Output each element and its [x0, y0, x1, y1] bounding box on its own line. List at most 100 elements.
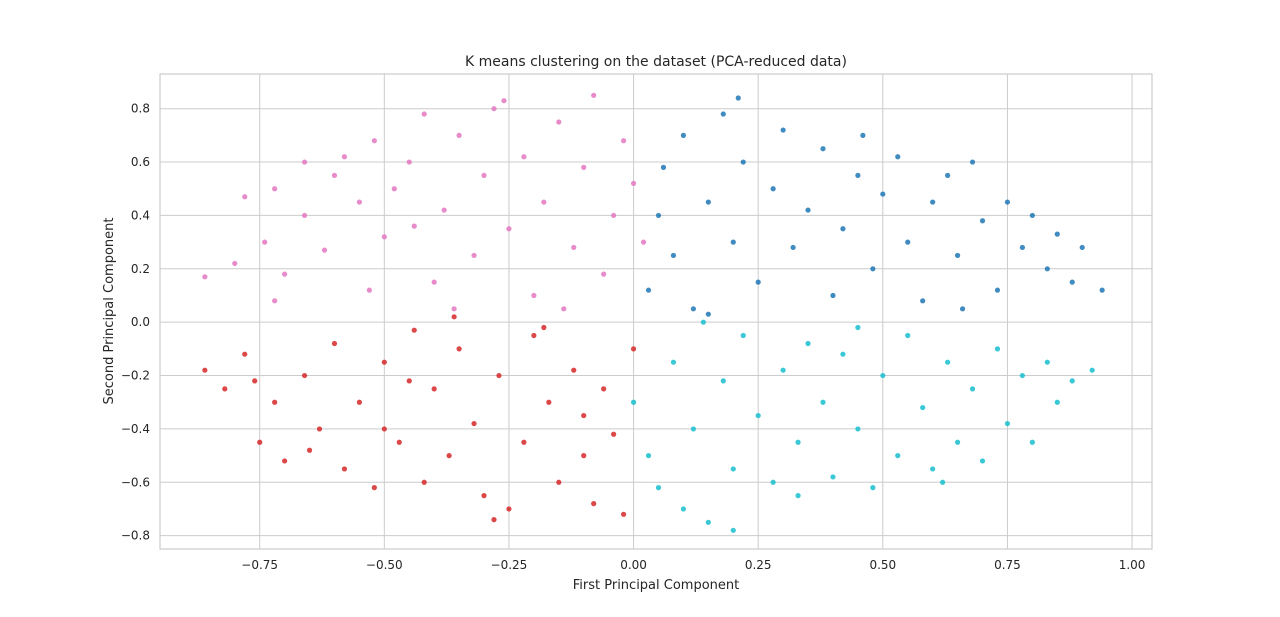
cluster-0-point [431, 279, 437, 285]
cluster-1-point [920, 298, 926, 304]
cluster-3-point [820, 399, 826, 405]
y-tick-label: −0.4 [121, 422, 150, 436]
cluster-2-point [451, 314, 457, 320]
cluster-0-point [272, 186, 278, 192]
cluster-2-point [531, 332, 537, 339]
cluster-2-point [571, 367, 577, 373]
cluster-0-point [301, 159, 308, 165]
cluster-3-point [855, 324, 861, 331]
cluster-3-point [1044, 359, 1050, 365]
cluster-0-point [232, 260, 238, 267]
cluster-1-point [905, 239, 911, 245]
cluster-1-point [1079, 244, 1085, 251]
cluster-2-point [272, 399, 278, 405]
cluster-3-point [795, 493, 801, 499]
cluster-1-point [860, 132, 866, 138]
cluster-3-point [630, 399, 637, 405]
cluster-1-point [945, 172, 951, 179]
x-tick-label: 0.50 [869, 558, 896, 572]
cluster-0-point [541, 199, 547, 205]
cluster-3-point [895, 453, 901, 459]
cluster-2-point [316, 426, 323, 432]
cluster-3-point [795, 439, 801, 445]
cluster-1-point [954, 252, 961, 259]
x-axis-title: First Principal Component [573, 578, 740, 593]
cluster-0-point [242, 194, 248, 200]
y-tick-label: −0.2 [121, 369, 150, 383]
cluster-0-point [331, 172, 338, 179]
cluster-0-point [630, 180, 637, 187]
cluster-1-point [655, 212, 662, 219]
cluster-3-point [655, 485, 662, 491]
cluster-0-point [262, 239, 268, 245]
cluster-0-point [521, 154, 527, 160]
cluster-1-point [969, 159, 976, 165]
cluster-3-point [705, 519, 711, 525]
cluster-1-point [1019, 244, 1025, 251]
cluster-3-point [1069, 378, 1075, 384]
cluster-2-point [630, 346, 637, 352]
cluster-1-point [979, 218, 986, 224]
plot-area [160, 74, 1152, 549]
cluster-2-point [381, 426, 387, 432]
cluster-0-point [456, 132, 462, 138]
cluster-0-point [391, 186, 397, 192]
cluster-3-point [1029, 439, 1035, 445]
cluster-0-point [581, 164, 587, 170]
cluster-1-point [690, 306, 696, 312]
cluster-1-point [740, 159, 746, 165]
x-tick-label: −0.75 [241, 558, 278, 572]
data-points [202, 92, 1105, 533]
cluster-2-point [421, 479, 427, 485]
cluster-1-point [1099, 287, 1105, 293]
cluster-1-point [780, 127, 786, 133]
cluster-3-point [780, 367, 786, 373]
cluster-1-point [730, 239, 736, 245]
cluster-0-point [421, 111, 427, 117]
cluster-0-point [202, 274, 208, 280]
cluster-2-point [411, 327, 417, 333]
cluster-0-point [471, 252, 477, 259]
cluster-0-point [321, 247, 328, 253]
cluster-2-point [306, 447, 313, 453]
cluster-0-point [411, 223, 417, 229]
cluster-1-point [1029, 212, 1035, 219]
cluster-1-point [705, 311, 711, 317]
cluster-2-point [301, 372, 308, 379]
cluster-3-point [680, 506, 687, 512]
x-tick-label: −0.50 [366, 558, 403, 572]
cluster-2-point [341, 466, 348, 472]
cluster-3-point [1054, 399, 1060, 405]
cluster-0-point [481, 172, 487, 179]
x-tick-label: −0.25 [491, 558, 528, 572]
x-tick-label: 0.25 [745, 558, 772, 572]
cluster-3-point [969, 386, 976, 392]
cluster-1-point [959, 306, 966, 312]
cluster-2-point [396, 439, 402, 445]
cluster-3-point [770, 479, 776, 485]
cluster-3-point [1089, 367, 1095, 373]
cluster-2-point [371, 485, 377, 491]
cluster-3-point [930, 466, 936, 472]
x-tick-label: 0.00 [620, 558, 647, 572]
cluster-2-point [556, 479, 562, 485]
cluster-3-point [855, 426, 861, 432]
y-tick-label: 0.0 [131, 315, 150, 329]
x-tick-labels: −0.75 −0.50 −0.25 0.00 0.25 0.50 0.75 1.00 [241, 558, 1145, 572]
cluster-3-point [994, 346, 1001, 352]
cluster-1-point [1044, 266, 1050, 272]
cluster-2-point [446, 453, 452, 459]
cluster-3-point [690, 426, 696, 432]
cluster-1-point [705, 199, 711, 205]
cluster-1-point [670, 252, 677, 259]
cluster-2-point [591, 501, 597, 507]
cluster-2-point [506, 506, 512, 512]
cluster-3-point [670, 359, 677, 365]
cluster-1-point [720, 111, 726, 117]
cluster-1-point [755, 279, 761, 285]
cluster-2-point [496, 372, 502, 379]
cluster-1-point [805, 207, 811, 213]
y-tick-label: 0.8 [131, 102, 150, 116]
cluster-1-point [770, 186, 776, 192]
